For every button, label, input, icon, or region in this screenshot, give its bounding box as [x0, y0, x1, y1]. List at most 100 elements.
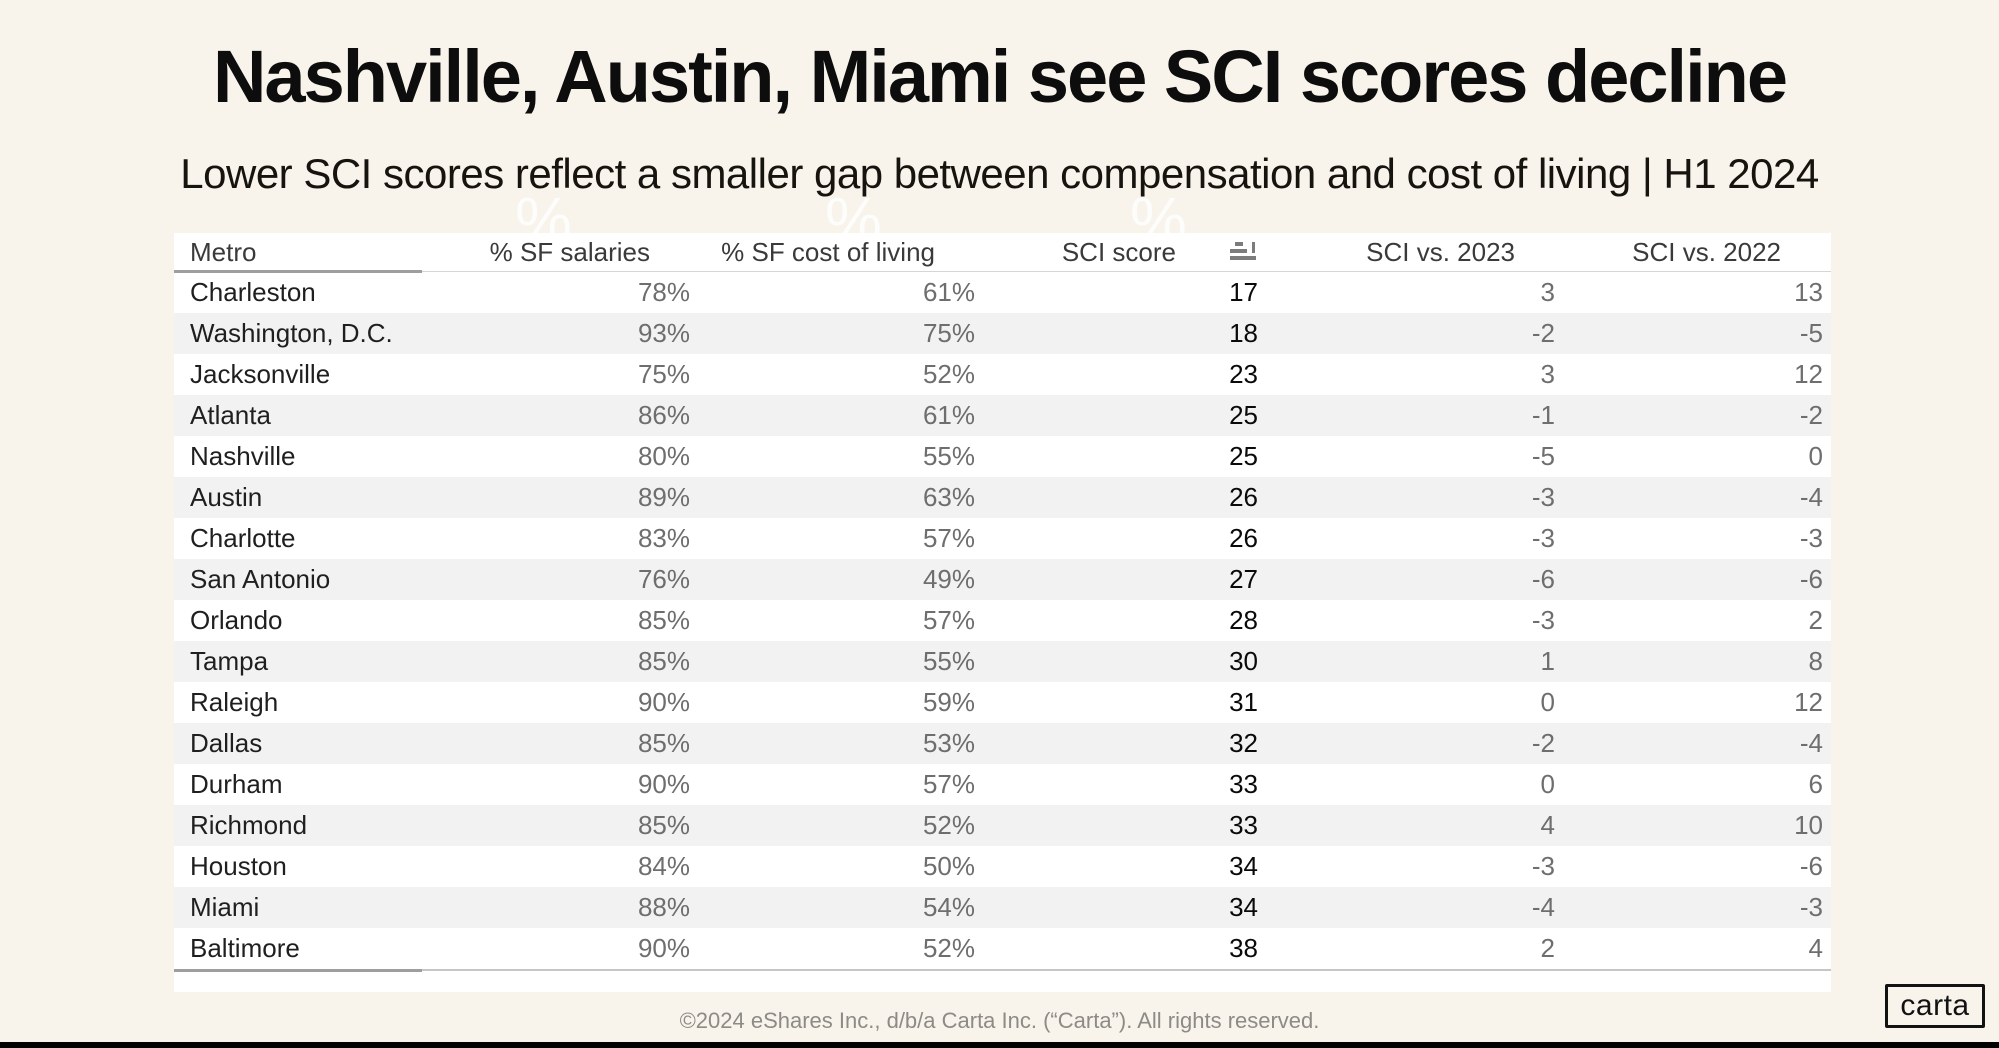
- sci-vs-2022-cell: -4: [1799, 728, 1823, 758]
- header-underline-accent: [174, 270, 422, 273]
- metro-cell: Charlotte: [190, 523, 296, 553]
- pct-sf-cost-of-living-cell: 52%: [922, 933, 975, 963]
- sci-vs-2023-cell: -3: [1531, 523, 1555, 553]
- sci-vs-2022-cell: 12: [1794, 359, 1823, 389]
- table-row: Miami 88% 54% 34 -4 -3: [174, 887, 1831, 928]
- pct-sf-cost-of-living-cell: 61%: [922, 400, 975, 430]
- page-title: Nashville, Austin, Miami see SCI scores …: [212, 35, 1788, 118]
- sci-vs-2022-cell: -6: [1799, 564, 1823, 594]
- col-header-metro[interactable]: Metro: [190, 236, 257, 267]
- sci-vs-2023-cell: -3: [1531, 851, 1555, 881]
- table-row: Orlando 85% 57% 28 -3 2: [174, 600, 1831, 641]
- table-row: Richmond 85% 52% 33 4 10: [174, 805, 1831, 846]
- pct-sf-salaries-cell: 85%: [637, 646, 690, 676]
- col-header-sci-vs-2022[interactable]: SCI vs. 2022: [1632, 236, 1781, 267]
- metro-cell: Dallas: [190, 728, 263, 758]
- metro-cell: Houston: [190, 851, 287, 881]
- metro-cell: Washington, D.C.: [190, 318, 393, 348]
- sci-vs-2023-cell: 2: [1540, 933, 1555, 963]
- sci-score-cell: 38: [1229, 933, 1258, 963]
- metro-cell: Orlando: [190, 605, 283, 635]
- sci-vs-2023-cell: 1: [1540, 646, 1555, 676]
- pct-sf-salaries-cell: 75%: [637, 359, 690, 389]
- col-header-sf-salaries[interactable]: % SF salaries: [489, 236, 650, 267]
- sci-score-cell: 18: [1229, 318, 1258, 348]
- bottom-edge-bar: [0, 1042, 1999, 1048]
- pct-sf-cost-of-living-cell: 75%: [922, 318, 975, 348]
- pct-sf-salaries-cell: 88%: [637, 892, 690, 922]
- sci-score-cell: 25: [1229, 441, 1258, 471]
- pct-sf-cost-of-living-cell: 57%: [922, 769, 975, 799]
- metro-cell: Miami: [190, 892, 260, 922]
- sci-vs-2022-cell: -6: [1799, 851, 1823, 881]
- pct-sf-cost-of-living-cell: 53%: [922, 728, 975, 758]
- sci-vs-2022-cell: 12: [1794, 687, 1823, 717]
- col-header-sf-cost-of-living[interactable]: % SF cost of living: [721, 236, 935, 267]
- table-row: Baltimore 90% 52% 38 2 4: [174, 928, 1831, 969]
- table-row: Houston 84% 50% 34 -3 -6: [174, 846, 1831, 887]
- sci-score-cell: 33: [1229, 810, 1258, 840]
- table-body: Charleston 78% 61% 17 3 13 Washington, D.C. 93%…: [174, 272, 1831, 969]
- page-subtitle: Lower SCI scores reflect a smaller gap b…: [180, 150, 1819, 197]
- table-row: Jacksonville 75% 52% 23 3 12: [174, 354, 1831, 395]
- metro-cell: Tampa: [190, 646, 269, 676]
- sci-score-cell: 26: [1229, 523, 1258, 553]
- pct-sf-cost-of-living-cell: 52%: [922, 359, 975, 389]
- pct-sf-cost-of-living-cell: 61%: [922, 277, 975, 307]
- pct-sf-salaries-cell: 80%: [637, 441, 690, 471]
- copyright-text: ©2024 eShares Inc., d/b/a Carta Inc. (“C…: [679, 1008, 1320, 1033]
- table-row: Washington, D.C. 93% 75% 18 -2 -5: [174, 313, 1831, 354]
- carta-logo-text: carta: [1900, 989, 1970, 1022]
- sci-vs-2022-cell: -3: [1799, 892, 1823, 922]
- sci-score-cell: 30: [1229, 646, 1258, 676]
- table-row: Durham 90% 57% 33 0 6: [174, 764, 1831, 805]
- pct-sf-cost-of-living-cell: 49%: [922, 564, 975, 594]
- pct-sf-cost-of-living-cell: 57%: [922, 523, 975, 553]
- col-header-sci-score[interactable]: SCI score: [985, 237, 1268, 268]
- metro-cell: San Antonio: [190, 564, 331, 594]
- table-row: Charlotte 83% 57% 26 -3 -3: [174, 518, 1831, 559]
- sci-vs-2023-cell: -3: [1531, 605, 1555, 635]
- table-row: Austin 89% 63% 26 -3 -4: [174, 477, 1831, 518]
- sci-vs-2022-cell: 6: [1808, 769, 1823, 799]
- sci-vs-2022-cell: -5: [1799, 318, 1823, 348]
- pct-sf-cost-of-living-cell: 55%: [922, 441, 975, 471]
- pct-sf-salaries-cell: 90%: [637, 687, 690, 717]
- sci-score-cell: 28: [1229, 605, 1258, 635]
- pct-sf-salaries-cell: 84%: [637, 851, 690, 881]
- sci-vs-2023-cell: 3: [1540, 359, 1555, 389]
- sci-vs-2023-cell: 3: [1540, 277, 1555, 307]
- col-header-sci-vs-2023[interactable]: SCI vs. 2023: [1366, 236, 1515, 267]
- sci-vs-2023-cell: -3: [1531, 482, 1555, 512]
- pct-sf-salaries-cell: 83%: [637, 523, 690, 553]
- sci-table: Metro % SF salaries % SF cost of living …: [174, 233, 1831, 992]
- pct-sf-salaries-cell: 90%: [637, 933, 690, 963]
- sci-score-cell: 17: [1229, 277, 1258, 307]
- metro-cell: Richmond: [190, 810, 308, 840]
- sci-vs-2022-cell: 13: [1794, 277, 1823, 307]
- metro-cell: Atlanta: [190, 400, 271, 430]
- sci-vs-2022-cell: -3: [1799, 523, 1823, 553]
- sci-vs-2022-cell: 0: [1808, 441, 1823, 471]
- sci-vs-2022-cell: 2: [1808, 605, 1823, 635]
- metro-cell: Charleston: [190, 277, 316, 307]
- sci-score-cell: 31: [1229, 687, 1258, 717]
- sci-score-cell: 26: [1229, 482, 1258, 512]
- sci-score-cell: 25: [1229, 400, 1258, 430]
- pct-sf-cost-of-living-cell: 50%: [922, 851, 975, 881]
- sci-vs-2023-cell: -6: [1531, 564, 1555, 594]
- sci-vs-2023-cell: -5: [1531, 441, 1555, 471]
- metro-cell: Baltimore: [190, 933, 300, 963]
- pct-sf-salaries-cell: 93%: [637, 318, 690, 348]
- table-row: Dallas 85% 53% 32 -2 -4: [174, 723, 1831, 764]
- pct-sf-salaries-cell: 76%: [637, 564, 690, 594]
- sci-vs-2022-cell: 10: [1794, 810, 1823, 840]
- table-row: Raleigh 90% 59% 31 0 12: [174, 682, 1831, 723]
- pct-sf-salaries-cell: 85%: [637, 810, 690, 840]
- pct-sf-cost-of-living-cell: 54%: [922, 892, 975, 922]
- table-header-row: Metro % SF salaries % SF cost of living …: [174, 233, 1831, 273]
- pct-sf-salaries-cell: 78%: [637, 277, 690, 307]
- sci-vs-2022-cell: -4: [1799, 482, 1823, 512]
- sci-score-cell: 27: [1229, 564, 1258, 594]
